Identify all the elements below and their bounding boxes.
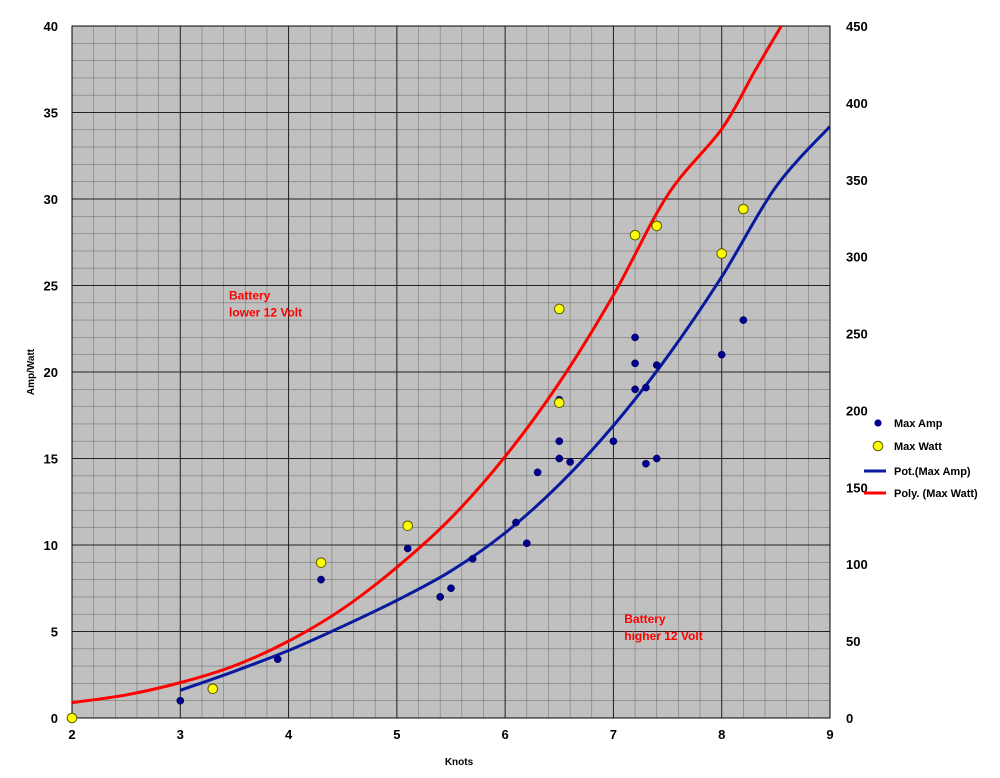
data-point-max-amp [533,468,542,477]
data-point-max-amp [739,316,748,324]
data-point-max-amp [717,350,726,359]
data-point-max-amp [273,655,282,664]
data-point-max-amp [652,454,661,463]
data-point-max-amp [652,361,661,369]
y-tick-label: 0 [51,711,58,726]
annotation-battery-lower: lower 12 Volt [229,305,302,319]
y2-tick-label: 400 [846,96,868,111]
legend-label: Poly. (Max Watt) [894,488,978,500]
x-tick-label: 4 [285,727,293,742]
data-point-max-amp [631,385,639,394]
annotation-battery-lower: Battery [229,288,271,302]
data-point-max-amp [631,333,639,342]
annotation-battery-higher: Battery [624,612,666,626]
data-point-max-watt [207,683,219,695]
data-point-max-watt [315,557,327,568]
y-tick-label: 20 [44,365,58,380]
data-point-max-watt [716,248,728,259]
data-point-max-amp [512,518,520,527]
y2-tick-label: 200 [846,403,868,418]
data-point-max-amp [176,696,185,705]
data-point-max-amp [555,454,564,463]
data-point-max-amp [609,437,618,446]
y-tick-label: 25 [44,279,58,294]
x-tick-label: 3 [177,727,184,742]
y-tick-label: 10 [44,538,58,553]
data-point-max-amp [403,544,412,553]
data-point-max-amp [642,383,650,392]
x-tick-label: 5 [393,727,400,742]
data-point-max-watt [66,712,78,724]
x-tick-label: 6 [502,727,509,742]
data-point-max-watt [553,303,565,315]
data-point-max-watt [738,203,749,215]
data-point-max-amp [631,359,639,368]
data-point-max-watt [402,520,413,532]
plot-frame [71,25,831,719]
y2-tick-label: 250 [846,327,868,342]
y2-tick-label: 50 [846,634,860,649]
y-tick-label: 40 [44,19,58,34]
y2-tick-label: 100 [846,557,868,572]
x-tick-label: 7 [610,727,617,742]
data-point-max-amp [436,593,445,601]
x-axis-title: Knots [445,757,474,768]
x-tick-label: 8 [718,727,725,742]
data-point-max-watt [651,220,663,232]
legend-label: Max Watt [894,441,942,453]
y2-tick-label: 350 [846,173,868,188]
legend-label: Pot.(Max Amp) [894,466,971,478]
data-point-max-watt [553,397,565,409]
y-axis-title: Amp/Watt [26,348,37,395]
y2-tick-label: 300 [846,250,868,265]
data-point-max-amp [468,554,477,563]
legend-marker-max-amp [874,419,882,427]
y2-tick-label: 450 [846,19,868,34]
y-tick-label: 30 [44,192,58,207]
y-tick-label: 15 [44,452,58,467]
data-point-max-amp [566,458,574,466]
trendline-max-watt [72,26,783,705]
y-tick-label: 35 [44,106,58,121]
trendline-max-amp [179,125,830,692]
y-tick-label: 5 [51,625,58,640]
y2-tick-label: 150 [846,480,868,495]
data-point-max-amp [555,437,564,446]
legend-marker-max-watt [872,440,884,452]
data-point-max-amp [317,575,325,584]
data-point-max-watt [629,229,641,241]
x-tick-label: 2 [68,727,75,742]
y2-tick-label: 0 [846,711,853,726]
data-point-max-amp [522,539,531,548]
data-point-max-amp [447,584,455,593]
legend-label: Max Amp [894,418,943,430]
data-point-max-amp [642,459,650,468]
annotation-battery-higher: higher 12 Volt [624,629,702,643]
x-tick-label: 9 [826,727,833,742]
